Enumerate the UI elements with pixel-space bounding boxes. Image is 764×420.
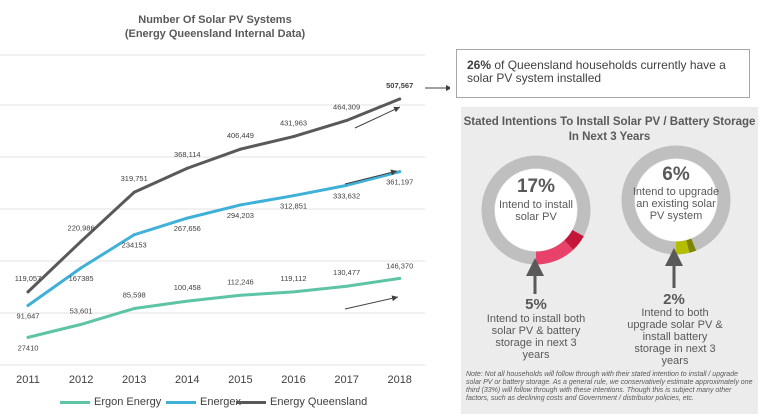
right-sub-text: Intend to both upgrade solar PV & instal… <box>627 307 723 367</box>
data-point <box>398 97 402 101</box>
right-ring-text: Intend to upgrade an existing solar PV s… <box>632 186 720 222</box>
data-point <box>79 239 83 243</box>
left-sub-pct: 5% <box>525 296 547 313</box>
rings-graphic <box>481 145 731 294</box>
data-point <box>292 194 295 198</box>
legend-label: Energy Queensland <box>270 396 368 408</box>
left-ring-text: Intend to install solar PV <box>499 199 573 223</box>
data-point <box>292 290 295 294</box>
chart-subtitle: (Energy Queensland Internal Data) <box>124 28 306 40</box>
legend-item-energex: Energex <box>166 395 241 409</box>
data-label: 464,309 <box>333 102 360 111</box>
data-point <box>132 233 136 237</box>
data-label: 119,112 <box>281 274 307 283</box>
data-label: 294,203 <box>227 211 254 220</box>
left-ring-pct: 17% <box>516 176 556 197</box>
donut-center <box>495 169 577 251</box>
data-point <box>79 322 83 326</box>
data-point <box>398 170 402 174</box>
intentions-panel: Stated Intentions To Install Solar PV / … <box>461 107 758 414</box>
data-point <box>345 284 349 288</box>
data-point <box>26 303 30 307</box>
legend-swatch <box>60 400 90 404</box>
data-point <box>292 135 295 139</box>
legend-item-energy-queensland: Energy Queensland <box>236 395 367 409</box>
data-point <box>26 335 30 339</box>
x-tick-label: 2017 <box>334 374 358 386</box>
data-point <box>26 290 30 294</box>
data-label: 234153 <box>122 241 147 250</box>
data-label: 406,449 <box>227 131 254 140</box>
legend-label: Ergon Energy <box>94 396 162 408</box>
donut-segment <box>535 240 574 265</box>
legend-swatch <box>236 400 266 404</box>
series-line <box>26 276 402 339</box>
data-label: 146,370 <box>386 261 413 270</box>
chart-title-line: Number Of Solar PV Systems <box>138 14 292 26</box>
callout-text: of Queensland households currently have … <box>467 58 726 85</box>
data-point <box>185 166 189 170</box>
x-tick-label: 2015 <box>228 374 252 386</box>
donut-accent-segment <box>686 238 697 253</box>
panel-title: Stated Intentions To Install Solar PV / … <box>463 116 756 143</box>
data-label: 333,632 <box>333 191 360 200</box>
x-tick-label: 2018 <box>387 374 411 386</box>
data-label: 267,656 <box>174 224 201 233</box>
data-point <box>238 147 242 151</box>
data-point <box>185 216 189 220</box>
data-label: 119,057 <box>15 274 42 283</box>
data-label: 361,197 <box>386 178 413 187</box>
series-line <box>26 97 402 294</box>
data-label: 319,751 <box>121 174 148 183</box>
data-label: 220,986 <box>68 223 95 232</box>
trend-arrow <box>354 106 401 129</box>
x-tick-label: 2014 <box>175 374 199 386</box>
data-label: 100,458 <box>174 283 201 292</box>
x-tick-label: 2016 <box>281 374 305 386</box>
household-callout: 26% of Queensland households currently h… <box>456 49 750 98</box>
legend-item-ergon: Ergon Energy <box>60 395 161 409</box>
data-label: 91,647 <box>17 311 40 320</box>
chart-title: Number Of Solar PV Systems (Energy Queen… <box>60 13 370 41</box>
data-point <box>345 118 349 122</box>
data-label: 130,477 <box>333 268 360 277</box>
x-tick-label: 2013 <box>122 374 146 386</box>
data-label: 27410 <box>18 343 39 352</box>
data-label: 507,567 <box>386 81 413 90</box>
right-sub-pct: 2% <box>663 291 685 308</box>
donut-segment <box>675 240 690 255</box>
footnote: Note: Not all households will follow thr… <box>466 371 753 402</box>
data-label: 368,114 <box>174 150 201 159</box>
data-label: 112,246 <box>227 277 254 286</box>
data-point <box>238 293 242 297</box>
left-sub-text: Intend to install both solar PV & batter… <box>486 313 586 361</box>
data-label: 85,598 <box>123 291 146 300</box>
legend-swatch <box>166 400 196 404</box>
data-label: 167385 <box>69 274 94 283</box>
data-point <box>132 190 136 194</box>
donut-accent-segment <box>564 229 584 250</box>
right-ring-pct: 6% <box>662 164 690 185</box>
data-label: 53,601 <box>70 306 93 315</box>
donut-center <box>635 159 717 241</box>
data-label: 431,963 <box>280 119 307 128</box>
legend-label: Energex <box>200 396 241 408</box>
line-chart: 2011 2012 2013 2014 2015 2016 2017 2018 27410 53,… <box>0 54 450 386</box>
data-point <box>345 183 349 187</box>
x-tick-label: 2012 <box>69 374 93 386</box>
callout-highlight: 26% <box>467 58 492 72</box>
data-point <box>398 276 402 280</box>
data-point <box>132 307 136 311</box>
trend-arrow <box>344 169 398 185</box>
data-label: 312,851 <box>280 202 307 211</box>
data-point <box>79 266 83 270</box>
trend-arrow <box>344 295 399 310</box>
x-tick-label: 2011 <box>16 374 40 386</box>
data-point <box>185 299 189 303</box>
series-line <box>26 170 402 307</box>
data-point <box>238 203 242 207</box>
